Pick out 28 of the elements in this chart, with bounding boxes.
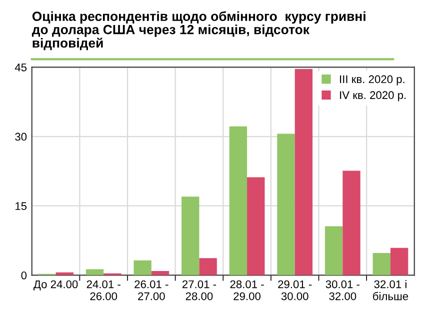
bar — [134, 260, 152, 276]
x-tick-label: 29.01 - 30.00 — [278, 280, 312, 300]
bar — [390, 248, 408, 276]
bar — [182, 196, 200, 276]
bar — [372, 253, 390, 276]
bar — [324, 226, 343, 276]
x-tick-label: 27.01 - 28.00 — [182, 280, 216, 300]
bar — [199, 258, 217, 276]
bar — [229, 126, 248, 276]
y-tick-label: 45 — [14, 64, 27, 72]
x-tick-label: 28.01 - 29.00 — [230, 280, 264, 300]
y-tick-label: 0 — [21, 271, 27, 280]
x-tick-label: 26.01 - 27.00 — [134, 280, 168, 300]
bar — [151, 271, 170, 276]
y-tick-label: 15 — [16, 202, 27, 210]
legend-label: III кв. 2020 р. — [340, 75, 404, 86]
y-tick-label: 30 — [15, 132, 27, 141]
bar — [247, 177, 265, 276]
x-tick-label: 32.01 і більше — [373, 280, 408, 300]
x-tick-label: До 24.00 — [34, 280, 78, 290]
bar — [277, 134, 295, 276]
legend-label: IV кв. 2020 р. — [340, 91, 406, 102]
x-tick-label: 30.01 - 32.00 — [326, 280, 360, 300]
chart-title: Оцінка респондентів щодо обмінного курсу гривні до долара США через 12 місяців, відсоток відповідей — [32, 11, 366, 50]
bar — [86, 269, 104, 276]
bar — [294, 69, 313, 276]
x-tick-label: 24.01 - 26.00 — [86, 280, 120, 300]
bar — [342, 170, 360, 276]
